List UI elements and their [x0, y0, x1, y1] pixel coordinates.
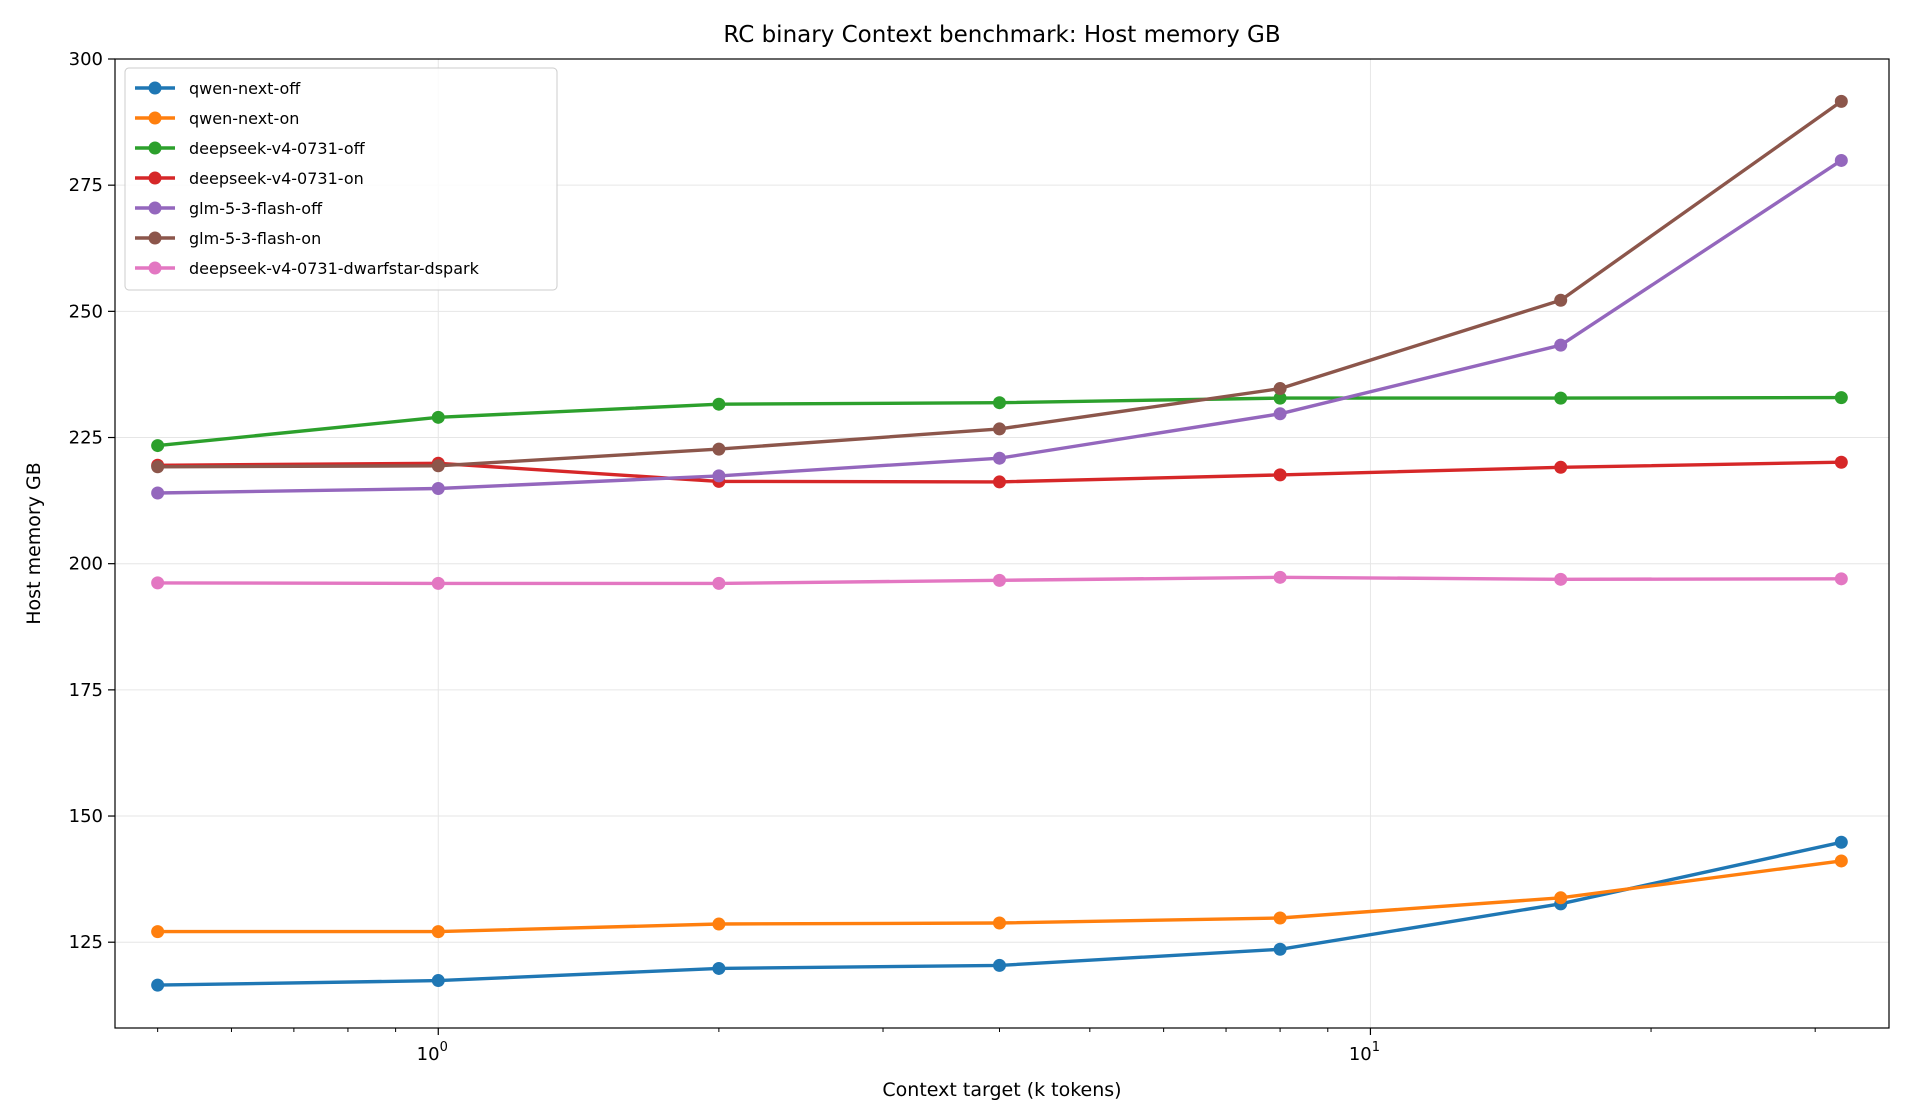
series-layer — [151, 94, 1848, 992]
legend-marker — [148, 231, 162, 245]
legend-label: qwen-next-off — [189, 79, 301, 98]
y-tick-label: 125 — [69, 932, 103, 953]
y-tick-label: 275 — [69, 175, 103, 196]
series-deepseek-v4-0731-dwarfstar-dspark — [151, 570, 1848, 590]
data-point — [712, 917, 726, 931]
legend-marker — [148, 261, 162, 275]
data-point — [151, 460, 165, 474]
legend-label: deepseek-v4-0731-dwarfstar-dspark — [189, 259, 480, 278]
data-point — [431, 974, 445, 988]
data-point — [1554, 391, 1568, 405]
data-point — [712, 442, 726, 456]
data-point — [1834, 455, 1848, 469]
y-tick-label: 200 — [69, 554, 103, 575]
data-point — [151, 439, 165, 453]
data-point — [151, 576, 165, 590]
data-point — [1554, 891, 1568, 905]
y-tick-label: 175 — [69, 680, 103, 701]
legend-label: glm-5-3-flash-off — [189, 199, 323, 218]
data-point — [1834, 153, 1848, 167]
data-point — [431, 576, 445, 590]
data-point — [1273, 911, 1287, 925]
data-point — [1273, 570, 1287, 584]
legend-item: deepseek-v4-0731-on — [135, 169, 364, 188]
y-tick-label: 300 — [69, 49, 103, 70]
data-point — [1554, 338, 1568, 352]
y-axis-label: Host memory GB — [23, 462, 45, 624]
data-point — [431, 481, 445, 495]
y-axis: 125 150 175 200 225 250 275 300 — [69, 49, 115, 953]
x-tick-exponent: 1 — [1372, 1040, 1380, 1055]
x-axis: 100 101 — [157, 1028, 1816, 1065]
legend: qwen-next-off qwen-next-on deepseek-v4-073… — [124, 67, 558, 291]
legend-item: deepseek-v4-0731-off — [135, 139, 366, 158]
data-point — [712, 469, 726, 483]
x-tick-label: 101 — [1349, 1040, 1380, 1065]
y-tick-label: 150 — [69, 806, 103, 827]
data-point — [431, 925, 445, 939]
y-tick-label: 225 — [69, 428, 103, 449]
legend-item: qwen-next-off — [135, 79, 301, 98]
data-point — [1273, 407, 1287, 421]
data-point — [712, 576, 726, 590]
legend-label: glm-5-3-flash-on — [189, 229, 321, 248]
plot-frame — [114, 58, 1890, 1029]
data-point — [1273, 942, 1287, 956]
legend-item: glm-5-3-flash-off — [135, 199, 323, 218]
data-point — [1554, 460, 1568, 474]
series-deepseek-v4-0731-off — [151, 391, 1848, 453]
legend-marker — [148, 81, 162, 95]
data-point — [992, 396, 1006, 410]
data-point — [151, 925, 165, 939]
data-point — [1554, 572, 1568, 586]
data-point — [1834, 572, 1848, 586]
data-point — [1834, 835, 1848, 849]
legend-box — [124, 67, 558, 291]
data-point — [151, 978, 165, 992]
x-tick-exponent: 0 — [440, 1040, 448, 1055]
legend-marker — [148, 141, 162, 155]
data-point — [431, 459, 445, 473]
data-point — [992, 451, 1006, 465]
y-tick-label: 250 — [69, 301, 103, 322]
chart-title: RC binary Context benchmark: Host memory… — [723, 22, 1280, 48]
data-point — [431, 410, 445, 424]
data-point — [1273, 468, 1287, 482]
legend-label: qwen-next-on — [189, 109, 299, 128]
data-point — [992, 916, 1006, 930]
legend-item: deepseek-v4-0731-dwarfstar-dspark — [135, 259, 480, 278]
x-axis-label: Context target (k tokens) — [882, 1079, 1121, 1101]
legend-label: deepseek-v4-0731-on — [189, 169, 364, 188]
data-point — [992, 958, 1006, 972]
data-point — [1273, 382, 1287, 396]
series-qwen-next-on — [151, 854, 1848, 939]
legend-item: qwen-next-on — [135, 109, 299, 128]
data-point — [1554, 293, 1568, 307]
legend-item: glm-5-3-flash-on — [135, 229, 321, 248]
x-tick-base: 10 — [417, 1044, 440, 1065]
data-point — [712, 397, 726, 411]
x-tick-label: 100 — [417, 1040, 448, 1065]
series-glm-5-3-flash-on — [151, 94, 1848, 474]
data-point — [151, 486, 165, 500]
data-point — [1834, 391, 1848, 405]
data-point — [712, 961, 726, 975]
data-point — [1273, 391, 1287, 405]
legend-marker — [148, 201, 162, 215]
legend-marker — [148, 171, 162, 185]
data-point — [1834, 94, 1848, 108]
series-glm-5-3-flash-off — [151, 153, 1848, 500]
data-point — [1834, 854, 1848, 868]
legend-label: deepseek-v4-0731-off — [189, 139, 366, 158]
legend-marker — [148, 111, 162, 125]
data-point — [992, 573, 1006, 587]
data-point — [992, 475, 1006, 489]
x-tick-base: 10 — [1349, 1044, 1372, 1065]
data-point — [992, 422, 1006, 436]
